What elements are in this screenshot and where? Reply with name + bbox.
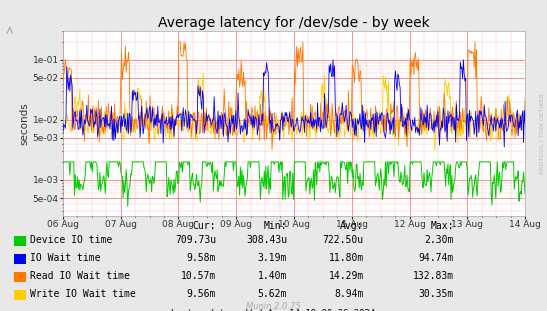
Text: Max:: Max: [430,220,454,230]
Text: Last update:  Wed Aug 14 19:00:36 2024: Last update: Wed Aug 14 19:00:36 2024 [171,309,376,311]
Text: Device IO time: Device IO time [30,234,112,244]
Text: 14.29m: 14.29m [329,271,364,281]
Text: 10.57m: 10.57m [181,271,216,281]
Text: 5.62m: 5.62m [258,289,287,299]
Text: Munin 2.0.75: Munin 2.0.75 [246,301,301,310]
Text: Min:: Min: [264,220,287,230]
Text: 3.19m: 3.19m [258,253,287,262]
Text: 308.43u: 308.43u [246,234,287,244]
Text: 30.35m: 30.35m [419,289,454,299]
Text: 9.58m: 9.58m [187,253,216,262]
Text: Read IO Wait time: Read IO Wait time [30,271,130,281]
Text: Cur:: Cur: [193,220,216,230]
Text: RRDTOOL / TOBI OETIKER: RRDTOOL / TOBI OETIKER [539,93,544,174]
Text: 11.80m: 11.80m [329,253,364,262]
Y-axis label: seconds: seconds [20,102,30,145]
Text: 9.56m: 9.56m [187,289,216,299]
Text: 132.83m: 132.83m [413,271,454,281]
Text: IO Wait time: IO Wait time [30,253,101,262]
Text: Write IO Wait time: Write IO Wait time [30,289,136,299]
Text: 722.50u: 722.50u [323,234,364,244]
Text: 1.40m: 1.40m [258,271,287,281]
Text: 2.30m: 2.30m [424,234,454,244]
Title: Average latency for /dev/sde - by week: Average latency for /dev/sde - by week [158,16,430,30]
Text: 709.73u: 709.73u [175,234,216,244]
Text: 8.94m: 8.94m [334,289,364,299]
Text: 94.74m: 94.74m [419,253,454,262]
Text: Avg:: Avg: [340,220,364,230]
